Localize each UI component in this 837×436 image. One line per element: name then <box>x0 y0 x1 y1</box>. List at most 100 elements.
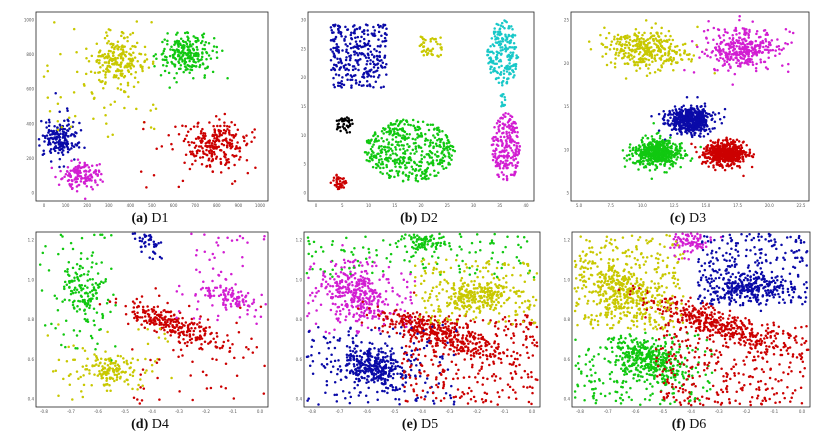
scatter-point <box>516 130 519 134</box>
scatter-point <box>127 63 131 67</box>
scatter-point <box>61 153 65 156</box>
scatter-point <box>46 143 50 146</box>
scatter-point <box>419 35 423 38</box>
scatter-point <box>732 163 736 166</box>
scatter-point <box>427 162 431 166</box>
scatter-point <box>734 26 738 30</box>
scatter-point <box>113 379 116 383</box>
scatter-point <box>88 304 92 307</box>
scatter-point <box>705 148 708 151</box>
scatter-point <box>669 156 673 159</box>
scatter-point <box>98 49 102 52</box>
scatter-point <box>486 53 489 57</box>
scatter-point <box>37 137 41 141</box>
scatter-point <box>430 49 433 52</box>
scatter-point <box>511 129 515 133</box>
scatter-point <box>628 58 632 61</box>
scatter-point <box>739 144 743 147</box>
scatter-point <box>83 284 87 288</box>
scatter-point <box>88 278 92 281</box>
scatter-point <box>242 135 245 138</box>
scatter-point <box>755 51 759 54</box>
scatter-point <box>613 38 616 41</box>
scatter-point <box>365 159 368 162</box>
scatter-point <box>56 132 60 136</box>
scatter-point <box>47 128 51 132</box>
scatter-point <box>200 163 204 166</box>
scatter-point <box>710 160 714 163</box>
scatter-point <box>79 257 83 261</box>
scatter-point <box>656 157 659 160</box>
scatter-point <box>192 153 195 157</box>
scatter-point <box>726 31 729 34</box>
scatter-point <box>657 39 660 43</box>
scatter-point <box>764 38 767 41</box>
scatter-point <box>774 54 777 57</box>
scatter-point <box>646 136 649 140</box>
scatter-point <box>393 175 396 179</box>
scatter-point <box>429 40 432 43</box>
scatter-point <box>731 38 734 42</box>
scatter-point <box>493 149 497 153</box>
scatter-point <box>654 59 657 62</box>
scatter-point <box>709 130 712 133</box>
scatter-point <box>105 34 109 37</box>
scatter-point <box>733 72 737 76</box>
scatter-point <box>120 55 123 59</box>
scatter-point <box>423 175 427 178</box>
scatter-point <box>377 76 380 79</box>
scatter-point <box>357 63 360 66</box>
scatter-point <box>636 160 639 163</box>
scatter-point <box>406 148 409 152</box>
scatter-point <box>691 107 694 110</box>
scatter-point <box>61 143 64 146</box>
scatter-point <box>428 149 432 153</box>
scatter-point <box>332 52 336 55</box>
scatter-point <box>369 50 373 53</box>
scatter-point <box>696 25 699 29</box>
scatter-point <box>492 30 496 33</box>
scatter-point <box>638 37 641 41</box>
scatter-point <box>381 26 384 29</box>
scatter-point <box>700 50 704 54</box>
scatter-point <box>86 279 89 282</box>
scatter-point <box>357 68 360 72</box>
scatter-point <box>139 170 143 173</box>
scatter-point <box>678 110 682 113</box>
scatter-point <box>587 40 591 43</box>
scatter-point <box>393 132 396 135</box>
scatter-point <box>339 177 342 180</box>
scatter-point <box>625 159 629 162</box>
scatter-point <box>669 136 672 139</box>
scatter-point <box>510 115 514 119</box>
scatter-point <box>385 165 389 169</box>
scatter-point <box>637 42 640 45</box>
scatter-point <box>663 140 667 143</box>
scatter-point <box>742 159 745 163</box>
scatter-point <box>210 150 214 153</box>
scatter-point <box>668 47 672 51</box>
scatter-point <box>63 298 67 301</box>
scatter-point <box>759 60 763 64</box>
y-tick-label: 600 <box>26 87 34 92</box>
scatter-point <box>428 144 431 148</box>
scatter-point <box>767 51 770 54</box>
scatter-point <box>113 100 117 104</box>
scatter-point <box>680 142 683 145</box>
scatter-point <box>106 42 109 45</box>
scatter-point <box>438 162 442 166</box>
scatter-point <box>512 143 516 147</box>
scatter-point <box>199 41 203 45</box>
scatter-point <box>499 42 503 46</box>
scatter-point <box>727 53 731 56</box>
scatter-point <box>433 136 437 139</box>
scatter-point <box>360 52 364 55</box>
scatter-point <box>394 145 397 149</box>
scatter-point <box>643 49 647 53</box>
scatter-point <box>387 143 390 146</box>
scatter-point <box>420 157 424 161</box>
scatter-point <box>493 27 496 30</box>
scatter-point <box>370 138 373 141</box>
scatter-point <box>672 111 676 115</box>
scatter-point <box>109 389 112 392</box>
